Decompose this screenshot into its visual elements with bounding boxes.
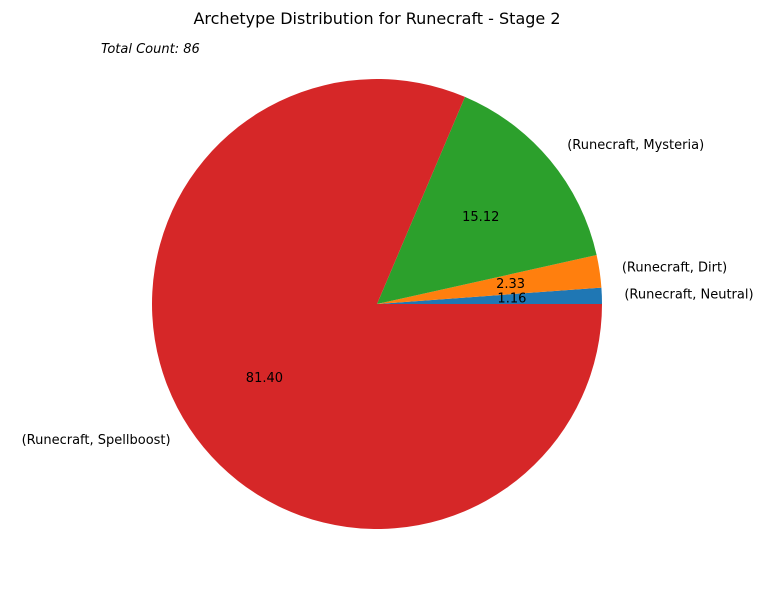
slice-label: (Runecraft, Neutral) [624,287,753,302]
pie-slice [377,96,597,304]
slice-label: (Runecraft, Dirt) [622,260,727,275]
pie-slice [152,78,603,529]
slice-label: (Runecraft, Mysteria) [567,138,704,153]
total-count-annotation: Total Count: 86 [101,42,200,57]
pie-slice [377,287,602,304]
slice-label: (Runecraft, Spellboost) [22,433,171,448]
slice-percent-label: 81.40 [246,371,283,386]
slice-percent-label: 1.16 [497,292,526,307]
slice-labels: (Runecraft, Neutral) 1.16 (Runecraft, Dirt… [22,138,754,448]
slice-percent-label: 2.33 [496,277,525,292]
slice-percent-label: 15.12 [462,210,499,225]
pie-slices [152,78,603,529]
pie-slice [377,255,602,304]
chart-title: Archetype Distribution for Runecraft - S… [193,9,560,28]
